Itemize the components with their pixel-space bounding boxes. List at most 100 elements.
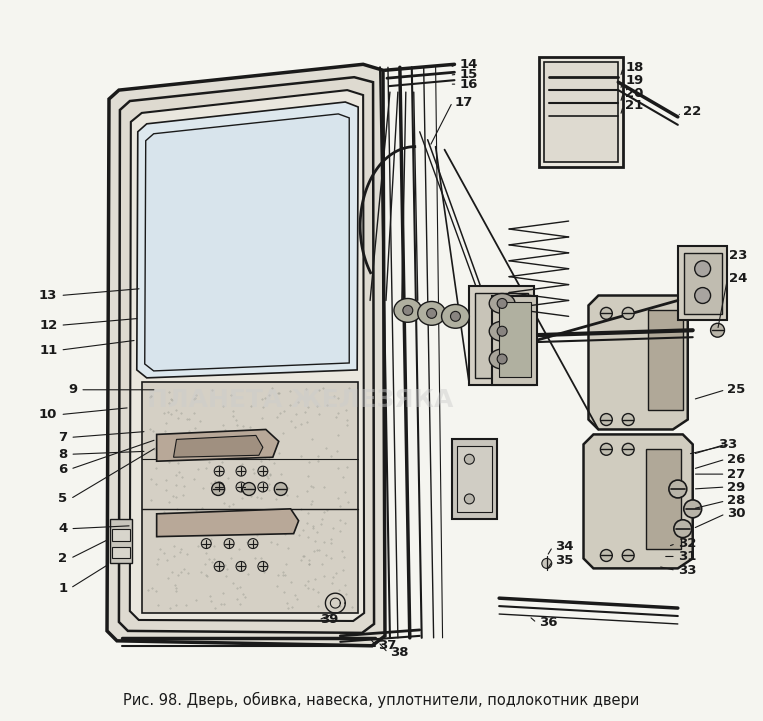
Point [151,558,163,570]
Point [321,399,333,410]
Text: 31: 31 [678,550,696,563]
Point [185,526,197,538]
Point [169,479,182,490]
Point [217,587,230,598]
Point [263,453,275,464]
Point [175,567,187,578]
Point [152,553,164,565]
Point [340,518,352,529]
Point [290,409,302,420]
Point [193,512,205,523]
Point [318,506,330,518]
Point [285,508,297,519]
Point [196,503,208,514]
Point [236,492,248,504]
Point [258,566,270,578]
Point [262,389,275,401]
Text: 20: 20 [625,87,643,99]
Text: 34: 34 [555,540,573,553]
Point [334,600,346,611]
Point [268,457,280,469]
Point [278,488,290,500]
Point [164,602,176,614]
Point [163,406,175,417]
Point [340,588,353,600]
Point [204,590,216,602]
Point [159,425,172,437]
Ellipse shape [669,480,687,498]
Point [150,478,162,490]
Point [330,567,342,579]
Text: 2: 2 [58,552,67,565]
Point [332,492,344,504]
Point [332,392,344,403]
Point [278,405,290,417]
Point [330,411,342,423]
Point [202,446,214,458]
Point [188,433,200,444]
Point [162,572,174,584]
Point [143,391,156,402]
Point [301,485,314,497]
Point [175,472,188,483]
Polygon shape [142,382,358,613]
Text: 25: 25 [727,384,745,397]
Point [240,508,252,520]
Point [182,448,194,459]
Point [235,444,247,456]
Point [271,580,283,591]
Point [273,388,285,399]
Point [230,583,243,594]
Ellipse shape [417,301,446,325]
Point [188,394,201,405]
Point [315,518,327,530]
Point [346,601,358,613]
Text: 13: 13 [39,289,57,302]
Point [145,495,157,506]
Point [277,428,289,439]
Point [307,521,319,532]
Point [265,468,277,479]
Point [165,408,177,420]
Point [182,567,194,579]
Point [206,557,218,568]
Point [342,497,354,508]
Point [160,447,172,459]
Point [266,383,278,394]
Text: 19: 19 [625,74,643,87]
Point [306,495,318,506]
Point [327,522,340,534]
Point [241,536,253,548]
Text: 26: 26 [727,453,746,466]
Text: 17: 17 [455,95,473,108]
Point [168,550,180,562]
Point [209,476,221,487]
Point [217,497,230,509]
Point [195,512,208,523]
Text: 29: 29 [727,480,745,493]
Bar [646,449,681,549]
Point [278,528,291,540]
Point [317,570,330,581]
Text: 8: 8 [58,448,67,461]
Text: 21: 21 [625,99,643,112]
Bar [469,286,534,385]
Point [225,389,237,401]
Ellipse shape [214,466,224,476]
Ellipse shape [497,327,507,336]
Point [307,482,319,493]
Bar [678,246,727,320]
Point [200,462,212,474]
Point [219,424,231,435]
Point [230,414,242,425]
Point [166,510,178,522]
Point [272,411,284,423]
Point [214,441,226,453]
Point [162,521,174,533]
Text: 12: 12 [39,319,57,332]
Point [209,477,221,488]
Point [172,412,185,424]
Point [311,526,323,537]
Point [277,566,289,578]
Point [251,536,263,548]
